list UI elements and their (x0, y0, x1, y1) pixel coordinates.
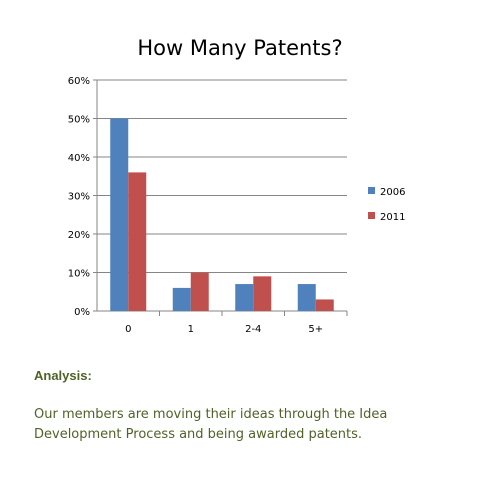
x-tick-label: 2-4 (245, 324, 261, 335)
y-tick-label: 10% (68, 269, 90, 280)
bar-2006-1 (172, 287, 191, 311)
bar-2006-2-4 (235, 284, 254, 311)
y-tick-label: 30% (68, 192, 90, 203)
y-tick-label: 50% (68, 115, 90, 126)
y-tick-label: 60% (68, 76, 90, 87)
y-tick-label: 0% (74, 307, 90, 318)
x-tick-label: 1 (188, 324, 194, 335)
legend-label: 2006 (380, 187, 405, 198)
bar-chart: 0% 10% 20% 30% 40% 50% 60% 0 1 2-4 5+ 2006 2011 (68, 76, 406, 335)
bar-2011-1 (190, 272, 209, 311)
analysis-text: Our members are moving their ideas throu… (34, 407, 388, 442)
bar-2011-0 (128, 172, 147, 311)
chart-title: How Many Patents? (137, 36, 343, 60)
bar-2006-0 (110, 118, 129, 311)
legend-swatch-2006 (368, 187, 375, 194)
bar-2006-5+ (297, 284, 316, 311)
bar-2011-2-4 (253, 276, 272, 311)
legend-label: 2011 (380, 212, 405, 223)
legend-swatch-2011 (368, 212, 375, 219)
x-tick-label: 0 (125, 324, 131, 335)
x-tick-label: 5+ (308, 324, 323, 335)
bar-2011-5+ (315, 299, 334, 311)
y-tick-label: 40% (68, 153, 90, 164)
y-tick-label: 20% (68, 230, 90, 241)
analysis-heading: Analysis: (34, 368, 92, 383)
